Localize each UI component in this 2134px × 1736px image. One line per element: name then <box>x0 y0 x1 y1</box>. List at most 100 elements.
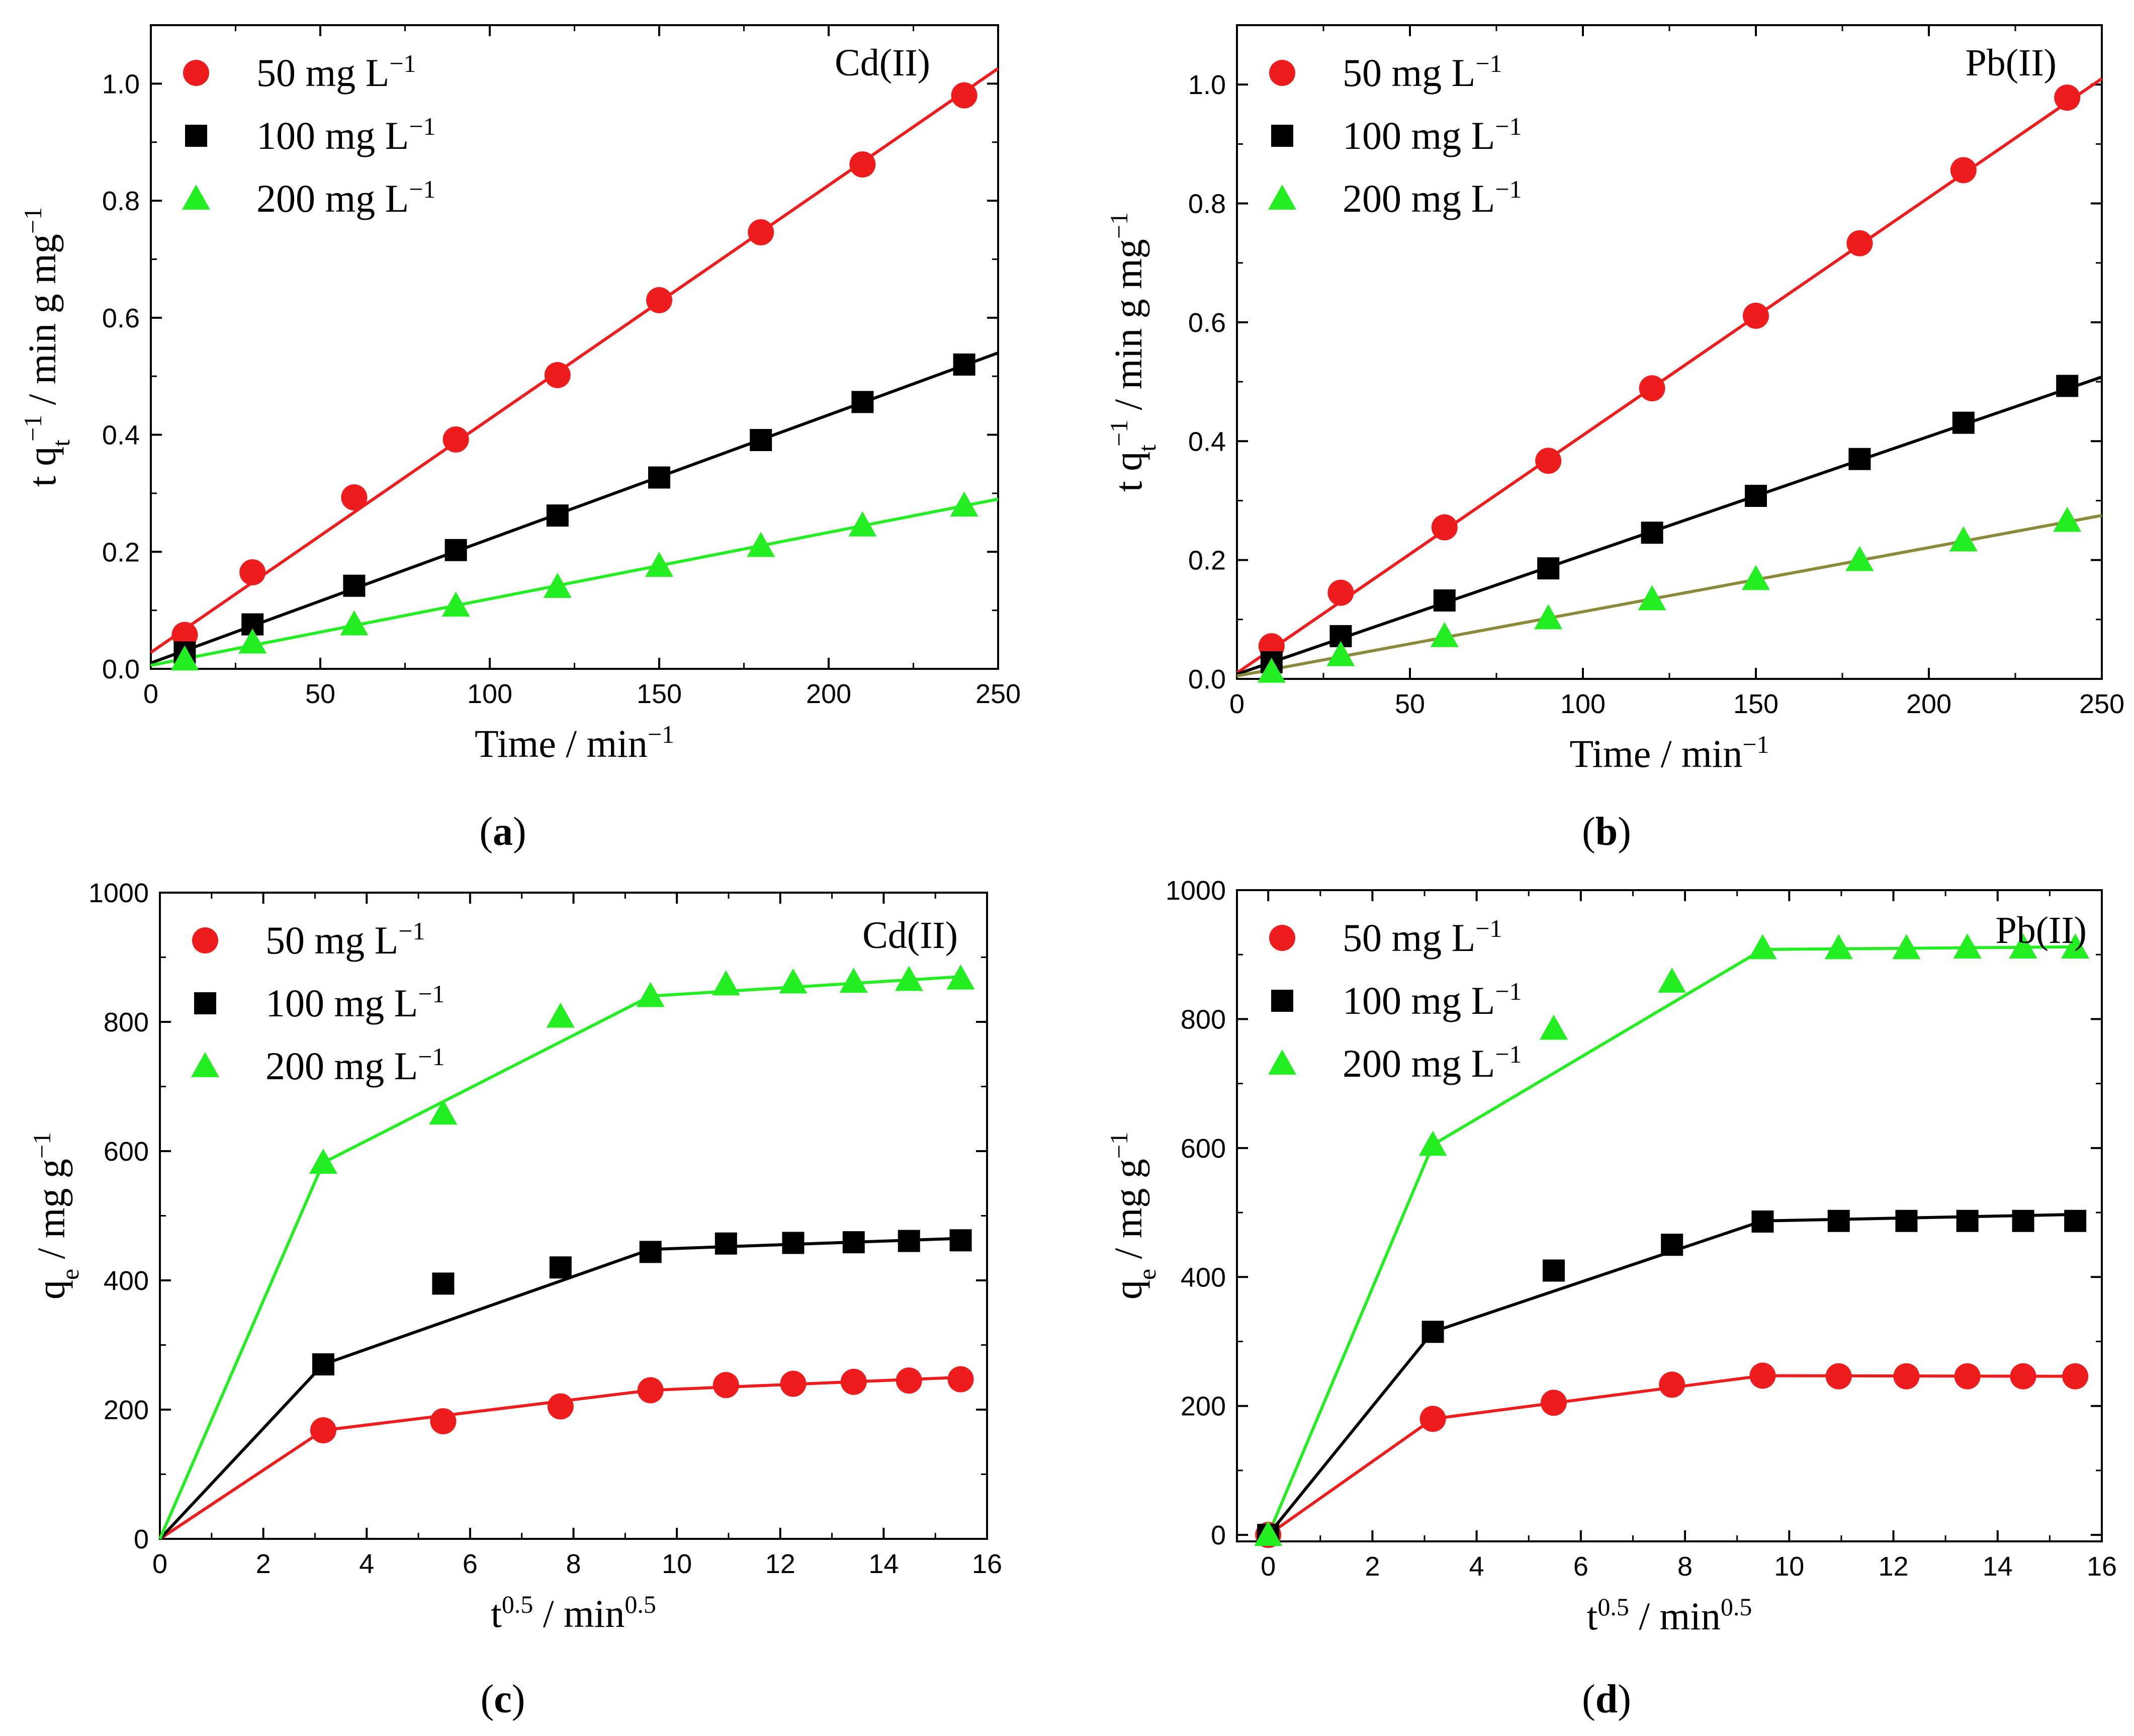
data-point <box>750 429 772 452</box>
data-point <box>713 1372 739 1399</box>
x-tick-label: 2 <box>1365 1551 1380 1582</box>
data-point <box>1848 448 1871 470</box>
panel-c: 0 2 4 6 8 10 12 14 16 0 200 400 600 800 1000 t0.5 / min… <box>28 878 1002 1721</box>
x-axis-label: Time / min−1 <box>475 720 674 765</box>
panel-caption: (a) <box>479 810 526 854</box>
data-point <box>2056 375 2079 397</box>
data-point <box>1845 546 1874 571</box>
data-point <box>1846 230 1873 256</box>
y-tick-label: 400 <box>104 1266 149 1296</box>
fit-line-triangle <box>150 497 999 667</box>
legend-label: 50 mg L−1 <box>265 917 425 962</box>
x-tick-label: 250 <box>975 679 1021 709</box>
legend-marker <box>192 927 218 953</box>
data-point <box>1659 1371 1685 1398</box>
panel-d: 0 2 4 6 8 10 12 14 16 0 200 400 600 800 1000 t0.5 / min… <box>1105 876 2117 1721</box>
data-point <box>238 628 267 654</box>
legend-marker <box>185 125 207 147</box>
data-point <box>1661 1234 1683 1256</box>
data-point <box>782 1232 805 1254</box>
data-point <box>1952 411 1975 434</box>
y-tick-label: 0 <box>1211 1520 1226 1550</box>
data-point <box>779 968 808 994</box>
y-tick-label: 0.4 <box>102 420 140 451</box>
data-point <box>1953 933 1982 959</box>
series-square <box>312 1229 972 1376</box>
legend-marker <box>1268 1050 1296 1075</box>
data-point <box>1540 1390 1567 1416</box>
data-point <box>547 1393 574 1420</box>
panel-caption: (d) <box>1582 1677 1631 1721</box>
x-tick-label: 4 <box>1469 1551 1484 1582</box>
data-point <box>429 1099 458 1125</box>
data-point <box>1742 565 1770 590</box>
legend-label: 50 mg L−1 <box>256 49 416 95</box>
y-axis-label: qe / mg g−1 <box>1105 1132 1161 1299</box>
data-point <box>1745 485 1767 507</box>
data-point <box>849 151 876 178</box>
data-point <box>2010 1363 2036 1390</box>
data-point <box>715 1232 737 1255</box>
data-point <box>1254 1521 1283 1546</box>
series-square <box>1260 375 2079 673</box>
data-point <box>1419 1406 1446 1432</box>
x-tick-label: 2 <box>256 1549 271 1579</box>
data-point <box>1326 641 1355 666</box>
data-point <box>648 466 670 489</box>
data-point <box>444 539 467 561</box>
metal-label: Pb(II) <box>1995 909 2087 951</box>
legend-marker <box>183 60 209 86</box>
legend-label: 50 mg L−1 <box>1343 914 1502 960</box>
x-tick-label: 12 <box>1879 1551 1909 1582</box>
y-tick-label: 600 <box>104 1137 149 1167</box>
data-point <box>949 1229 972 1252</box>
y-axis-label: qe / mg g−1 <box>28 1132 84 1299</box>
data-point <box>239 559 266 585</box>
x-tick-label: 4 <box>359 1549 374 1579</box>
data-point <box>2012 1209 2034 1232</box>
data-point <box>953 353 975 376</box>
data-point <box>1641 522 1663 544</box>
legend-label: 200 mg L−1 <box>1343 175 1522 220</box>
y-tick-label: 800 <box>1181 1004 1226 1034</box>
x-axis-label: Time / min−1 <box>1569 730 1769 775</box>
data-point <box>340 610 369 636</box>
data-point <box>343 574 366 597</box>
legend-marker <box>191 1052 219 1077</box>
series-triangle <box>309 964 975 1174</box>
data-point <box>441 591 470 617</box>
data-point <box>432 1272 455 1295</box>
data-point <box>637 1377 664 1404</box>
data-point <box>895 966 923 991</box>
y-tick-label: 1.0 <box>102 69 140 99</box>
x-tick-label: 100 <box>467 679 512 709</box>
data-point <box>546 504 569 527</box>
data-point <box>1751 1210 1774 1233</box>
legend-marker <box>1269 60 1295 86</box>
data-point <box>1949 526 1978 552</box>
data-point <box>2064 1209 2087 1232</box>
data-point <box>1534 604 1563 630</box>
y-axis-label: t qt−1 / min g mg−1 <box>1105 212 1161 492</box>
panel-b: 0 50 100 150 200 250 0.0 0.2 0.4 0.6 0.8 1.0 Time / … <box>1105 24 2124 854</box>
data-point <box>549 1256 572 1279</box>
y-tick-label: 0.4 <box>1188 426 1226 457</box>
data-point <box>1639 375 1665 402</box>
x-tick-label: 100 <box>1560 689 1606 719</box>
data-point <box>1658 968 1686 993</box>
data-point <box>1892 934 1921 960</box>
data-point <box>430 1408 457 1435</box>
x-tick-label: 0 <box>143 679 158 709</box>
legend-label: 100 mg L−1 <box>265 980 445 1025</box>
data-point <box>1824 934 1853 960</box>
x-tick-label: 12 <box>765 1549 795 1579</box>
x-axis-label: t0.5 / min0.5 <box>491 1590 656 1635</box>
data-point <box>2009 933 2037 959</box>
data-point <box>1749 1362 1776 1389</box>
y-tick-label: 600 <box>1181 1134 1226 1164</box>
legend-label: 200 mg L−1 <box>1343 1040 1522 1085</box>
data-point <box>1895 1209 1918 1232</box>
x-tick-label: 150 <box>637 679 682 709</box>
y-tick-label: 1000 <box>1166 876 1226 906</box>
data-point <box>639 1241 662 1263</box>
